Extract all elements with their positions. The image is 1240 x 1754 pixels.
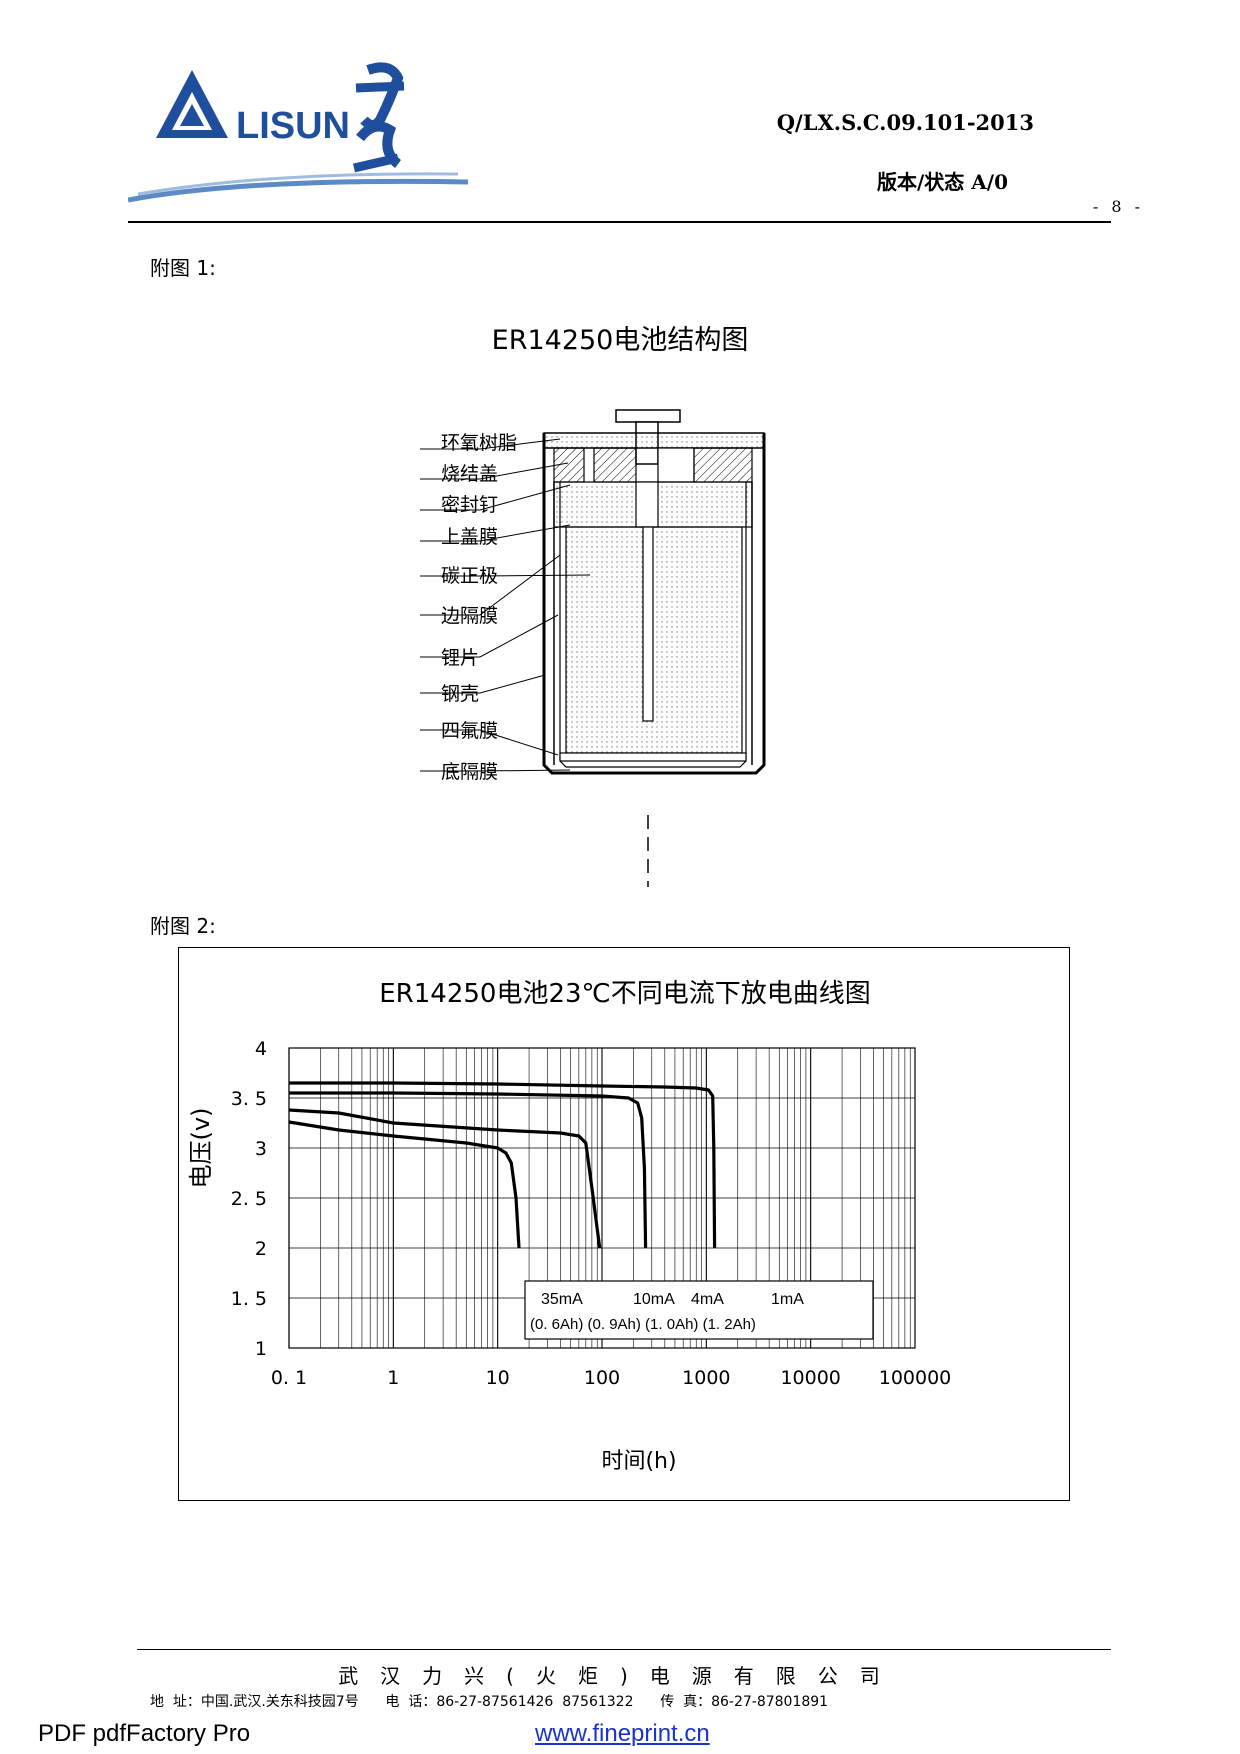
x-tick-label: 100 — [584, 1367, 620, 1389]
y-axis-label: 电压(v) — [187, 1108, 215, 1189]
legend-current-label: 35mA — [541, 1291, 583, 1308]
logo-text: LISUN — [236, 105, 350, 147]
address: 中国.武汉.关东科技园7号 — [200, 1694, 359, 1710]
discharge-curve — [288, 1108, 602, 1249]
part-label: 环氧树脂 — [441, 432, 518, 454]
page-number: - 8 - — [1092, 197, 1144, 216]
chart-legend: 35mA 10mA 4mA 1mA (0. 6Ah) (0. 9Ah) (1. 0Ah… — [524, 1280, 874, 1340]
x-tick-label: 1 — [387, 1367, 399, 1389]
lisun-logo: LISUN — [127, 60, 528, 225]
part-label: 四氟膜 — [441, 720, 499, 742]
pdf-producer-text: PDF pdfFactory Pro — [38, 1720, 251, 1747]
part-label: 锂片 — [441, 647, 480, 669]
y-tick-label: 4 — [255, 1038, 267, 1060]
y-tick-label: 3 — [255, 1138, 267, 1160]
chart-title: ER14250电池23℃不同电流下放电曲线图 — [379, 979, 871, 1009]
x-tick-label: 1000 — [682, 1367, 730, 1389]
x-tick-label: 100000 — [879, 1367, 952, 1389]
discharge-curve — [288, 1120, 521, 1249]
document-code: Q/LX.S.C.09.101-2013 — [776, 110, 1034, 135]
x-tick-label: 0. 1 — [271, 1367, 307, 1389]
discharge-curve — [289, 1081, 717, 1249]
y-tick-label: 2. 5 — [231, 1188, 267, 1210]
header-divider — [128, 221, 1111, 223]
fineprint-link[interactable]: www.fineprint.cn — [535, 1720, 710, 1747]
legend-current-label: 4mA — [691, 1291, 724, 1308]
phone-label: 电 话： — [385, 1694, 437, 1710]
figure1-title: ER14250电池结构图 — [491, 325, 749, 356]
discharge-curve — [289, 1091, 648, 1249]
fax-label: 传 真： — [660, 1694, 712, 1710]
x-tick-label: 10000 — [780, 1367, 840, 1389]
part-label: 上盖膜 — [441, 526, 499, 548]
legend-current-label: 1mA — [771, 1291, 804, 1308]
part-label: 边隔膜 — [441, 605, 499, 627]
x-tick-label: 10 — [486, 1367, 510, 1389]
contact-line: 地 址：中国.武汉.关东科技园7号 电 话：86-27-87561426 875… — [150, 1691, 828, 1711]
part-label: 密封钉 — [441, 494, 499, 516]
discharge-chart: ER14250电池23℃不同电流下放电曲线图 0. 1 1 10 100 1000 100… — [178, 947, 1070, 1501]
document-version: 版本/状态 A/0 — [876, 170, 1008, 194]
battery-structure-diagram — [390, 375, 790, 890]
y-tick-label: 1 — [255, 1338, 267, 1360]
legend-current-label: 10mA — [633, 1291, 675, 1308]
part-label: 烧结盖 — [441, 463, 499, 485]
y-tick-label: 3. 5 — [231, 1088, 267, 1110]
chart-series — [288, 1081, 717, 1249]
footer-divider — [137, 1649, 1111, 1650]
part-label: 碳正极 — [441, 565, 499, 587]
legend-currents: 35mA 10mA 4mA 1mA — [541, 1291, 804, 1308]
figure2-label: 附图 2: — [150, 914, 216, 938]
x-axis-label: 时间(h) — [601, 1449, 676, 1474]
y-tick-label: 2 — [255, 1238, 267, 1260]
figure1-label: 附图 1: — [150, 256, 216, 280]
company-name: 武汉力兴(火炬)电源有限公司 — [338, 1664, 902, 1688]
fax: 86-27-87801891 — [711, 1694, 829, 1710]
phone: 86-27-87561426 87561322 — [436, 1694, 634, 1710]
legend-capacities: (0. 6Ah) (0. 9Ah) (1. 0Ah) (1. 2Ah) — [530, 1316, 756, 1333]
part-label: 底隔膜 — [441, 761, 499, 783]
address-label: 地 址： — [150, 1694, 201, 1710]
y-tick-label: 1. 5 — [231, 1288, 267, 1310]
part-label: 钢壳 — [441, 683, 480, 705]
